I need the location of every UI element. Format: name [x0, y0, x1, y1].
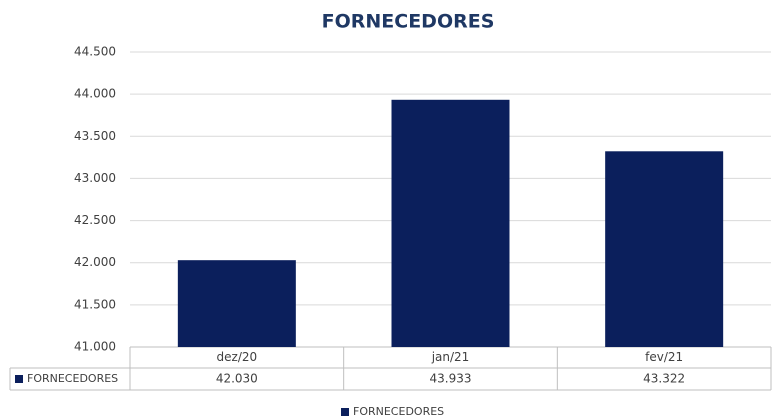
y-tick-label: 41.500 — [74, 297, 116, 311]
bar — [177, 260, 296, 347]
legend-label: FORNECEDORES — [353, 405, 444, 418]
chart-title: FORNECEDORES — [322, 11, 495, 33]
table-value: 43.322 — [643, 372, 685, 386]
bar — [391, 99, 510, 347]
x-tick-label: fev/21 — [645, 350, 683, 364]
y-tick-label: 44.500 — [74, 45, 116, 59]
x-tick-label: dez/20 — [217, 350, 258, 364]
y-tick-label: 42.500 — [74, 213, 116, 227]
y-tick-label: 42.000 — [74, 255, 116, 269]
x-tick-label: jan/21 — [431, 350, 470, 364]
legend-key — [341, 408, 349, 416]
table-value: 43.933 — [430, 372, 472, 386]
y-tick-label: 41.000 — [74, 340, 116, 354]
y-tick-label: 43.000 — [74, 171, 116, 185]
legend-key — [15, 375, 23, 383]
table-row-header: FORNECEDORES — [27, 372, 118, 385]
y-tick-label: 43.500 — [74, 129, 116, 143]
table-value: 42.030 — [216, 372, 258, 386]
y-tick-label: 44.000 — [74, 87, 116, 101]
bar — [605, 151, 724, 347]
